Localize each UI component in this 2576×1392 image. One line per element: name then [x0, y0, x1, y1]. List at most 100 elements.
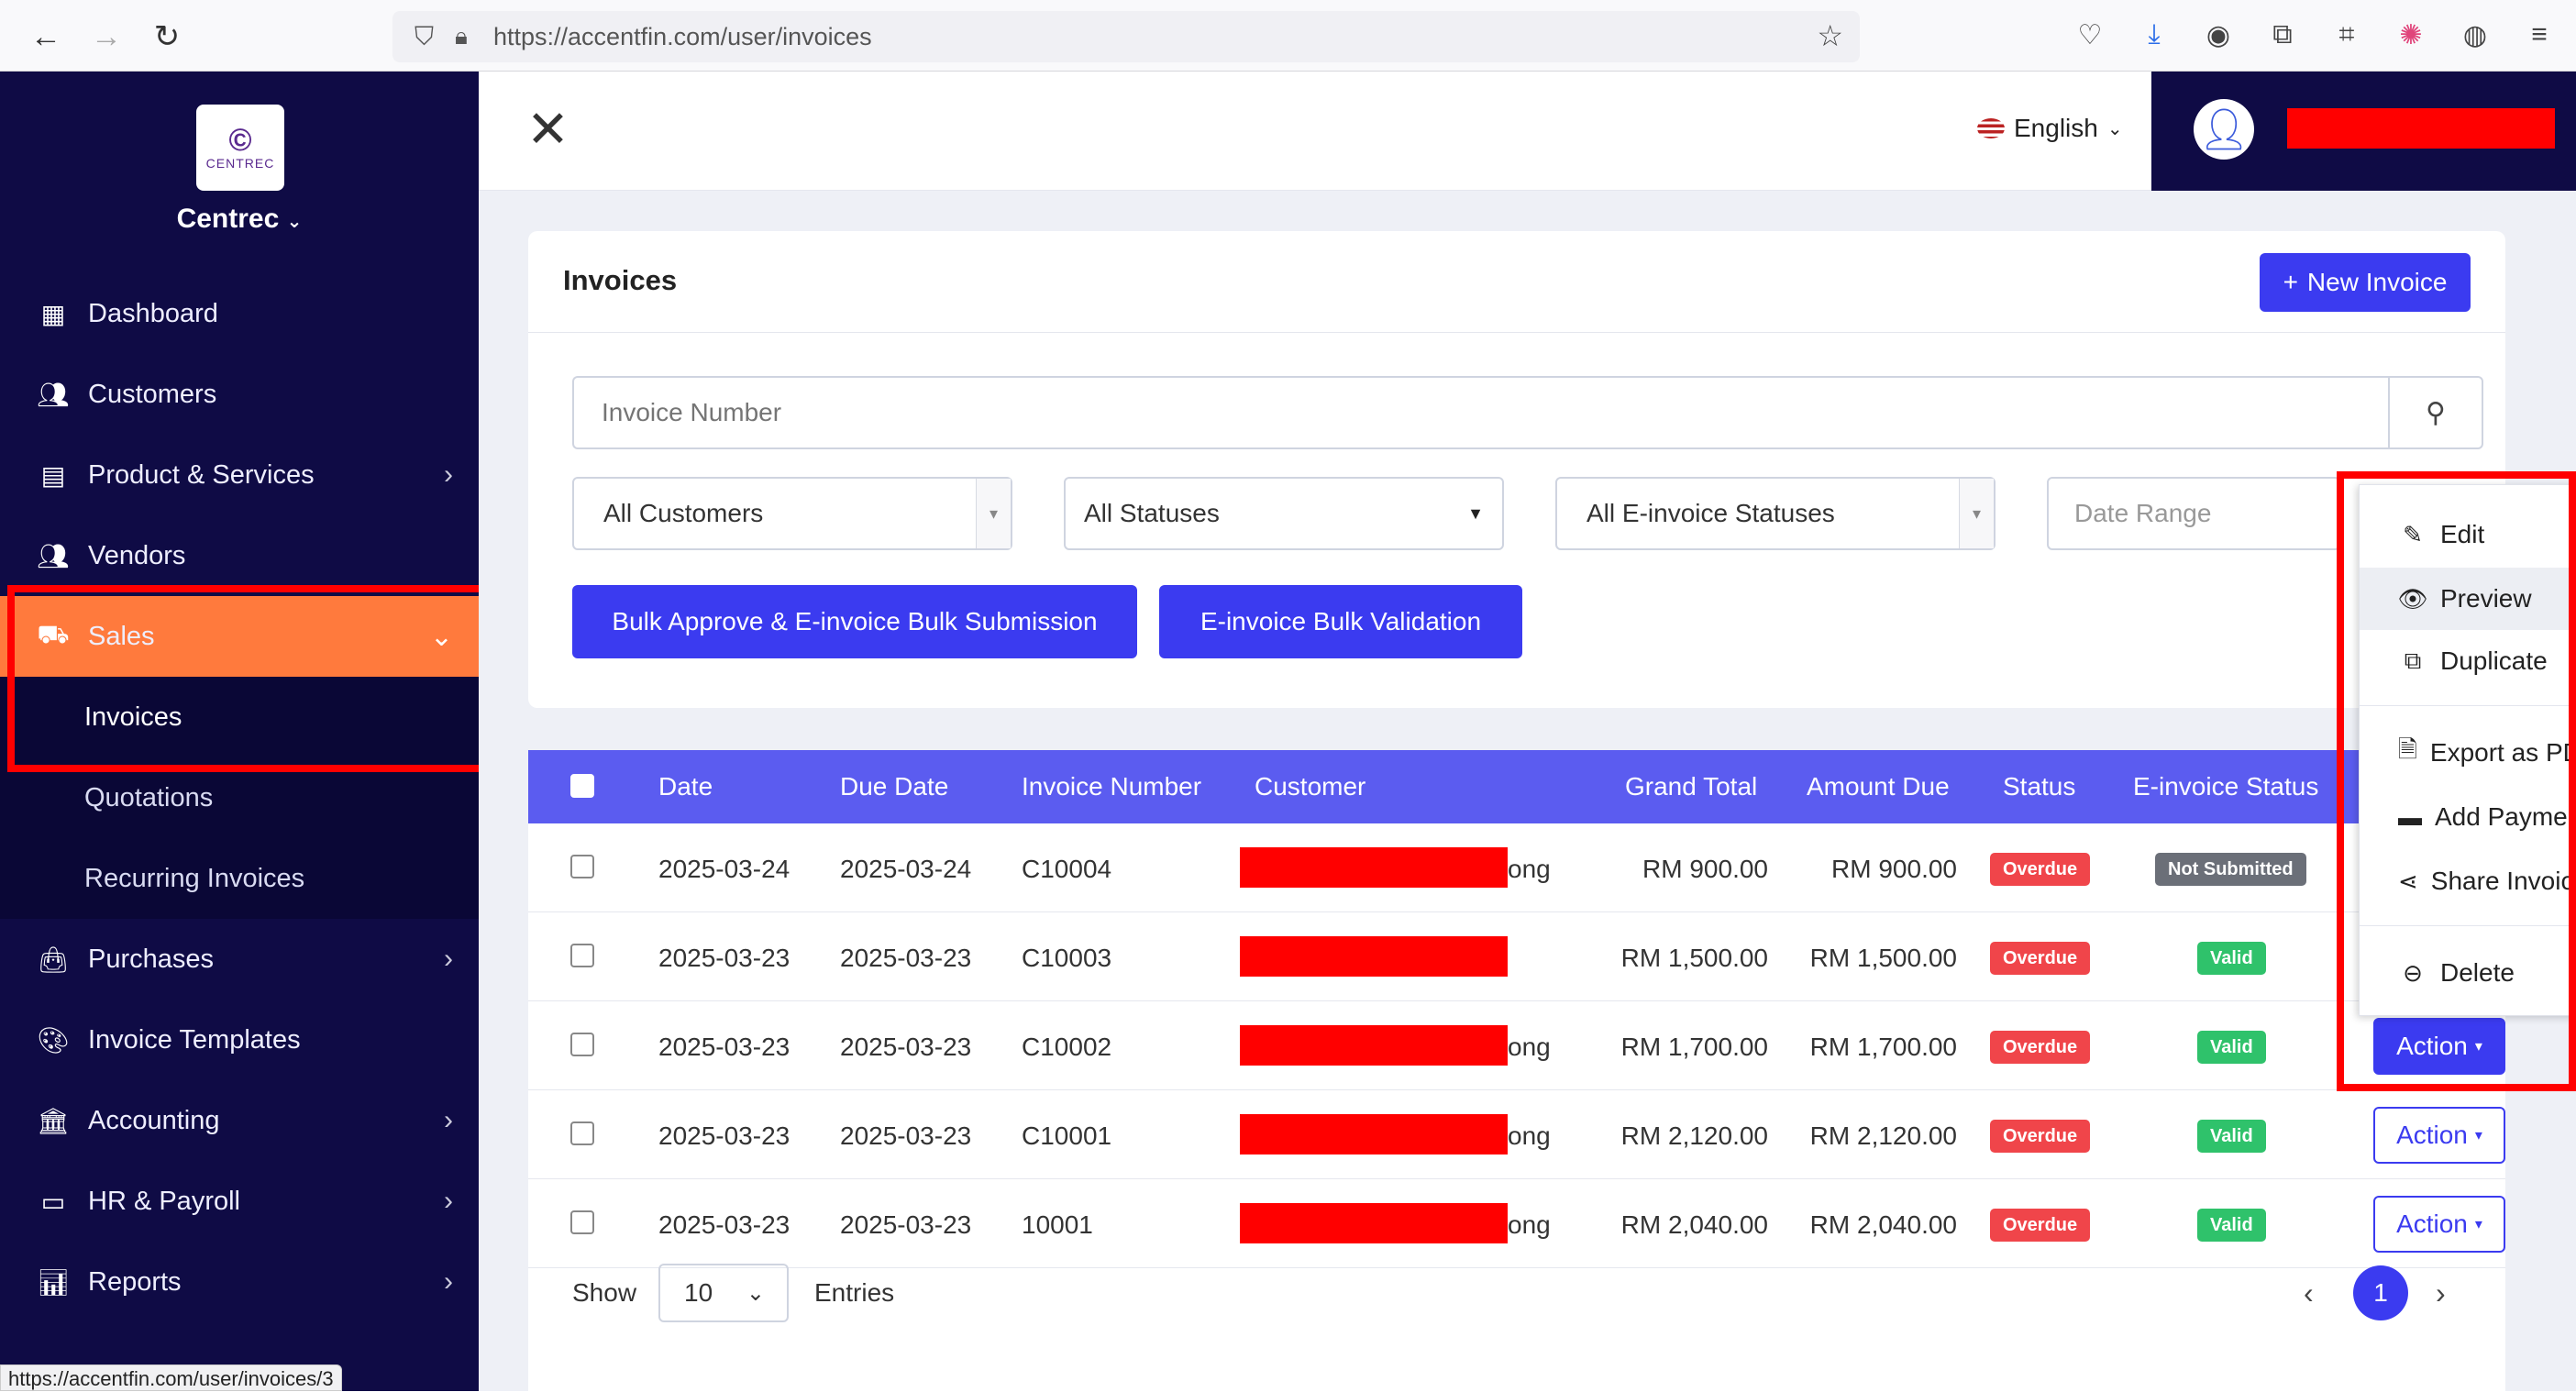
bookmark-star-icon[interactable]: ☆	[1817, 19, 1843, 52]
column-due-date[interactable]: Due Date	[840, 772, 949, 801]
sidebar-item-invoice-templates[interactable]: 🎨︎ Invoice Templates	[0, 1000, 479, 1080]
back-icon[interactable]: ←	[30, 18, 61, 54]
row-checkbox[interactable]	[570, 944, 594, 967]
chevron-right-icon: ›	[444, 459, 453, 490]
caret-down-icon: ▾	[2474, 1039, 2482, 1055]
sidebar-item-customers[interactable]: 👥︎ Customers	[0, 354, 479, 435]
plus-icon: +	[2283, 268, 2298, 296]
forward-icon[interactable]: →	[91, 18, 122, 54]
row-checkbox[interactable]	[570, 1121, 594, 1145]
download-icon[interactable]: ⤓	[2148, 19, 2161, 50]
redacted-customer-name	[1240, 847, 1508, 888]
search-button[interactable]: ⚲	[2388, 376, 2483, 449]
column-date[interactable]: Date	[658, 772, 713, 801]
caret-down-icon: ▾	[976, 479, 1011, 548]
new-invoice-button[interactable]: + New Invoice	[2260, 253, 2471, 312]
company-switcher[interactable]: Centrec ⌄	[0, 204, 479, 235]
user-menu[interactable]: 👤︎	[2151, 72, 2576, 191]
sidebar-item-hr-payroll[interactable]: ▭ HR & Payroll ›	[0, 1161, 479, 1242]
sidebar-item-dashboard[interactable]: ▦ Dashboard	[0, 273, 479, 354]
pocket-icon[interactable]: ♡	[2077, 19, 2103, 50]
cell-due-date: 2025-03-23	[840, 1033, 972, 1061]
table-row[interactable]: 2025-03-23 2025-03-23 C10001 ong RM 2,12…	[528, 1090, 2505, 1179]
menu-item-share-invoice[interactable]: ⋖ Share Invoice	[2360, 850, 2575, 912]
table-row[interactable]: 2025-03-23 2025-03-23 C10003 RM 1,500.00…	[528, 912, 2505, 1001]
crop-icon[interactable]: ⌗	[2338, 19, 2355, 50]
eye-icon: 👁︎	[2397, 584, 2428, 613]
address-bar[interactable]: ⛉ 🔒︎ https://accentfin.com/user/invoices…	[392, 11, 1860, 62]
next-page-icon[interactable]: ›	[2436, 1276, 2446, 1309]
color-wheel-icon[interactable]: ✺	[2399, 19, 2423, 50]
menu-icon[interactable]: ≡	[2531, 19, 2548, 50]
sidebar-item-reports[interactable]: 📊︎ Reports ›	[0, 1242, 479, 1322]
redacted-customer-name	[1240, 936, 1508, 977]
close-icon[interactable]: ✕	[526, 100, 569, 158]
caret-down-icon: ▾	[2474, 1217, 2482, 1232]
cell-invoice-number[interactable]: C10003	[1022, 944, 1112, 972]
bulk-validation-button[interactable]: E-invoice Bulk Validation	[1159, 585, 1522, 658]
language-selector[interactable]: English ⌄	[1977, 114, 2123, 143]
row-checkbox[interactable]	[570, 1033, 594, 1056]
einvoice-status-filter[interactable]: All E-invoice Statuses ▾	[1555, 477, 1996, 550]
cell-grand-total: RM 1,700.00	[1620, 1033, 1768, 1061]
table-row[interactable]: 2025-03-24 2025-03-24 C10004 ong RM 900.…	[528, 823, 2505, 912]
avatar[interactable]: 👤︎	[2194, 99, 2254, 160]
action-button[interactable]: Action ▾	[2373, 1196, 2505, 1253]
extensions-icon[interactable]: ⧉	[2272, 19, 2293, 50]
select-all-checkbox[interactable]	[570, 774, 594, 798]
cell-amount-due: RM 1,500.00	[1809, 944, 1957, 972]
column-amount-due[interactable]: Amount Due	[1807, 772, 1950, 801]
dashboard-icon: ▦	[40, 299, 66, 328]
menu-item-export-pdf[interactable]: 🗎 Export as PDF	[2360, 722, 2575, 784]
cell-grand-total: RM 1,500.00	[1620, 944, 1768, 972]
sidebar-item-products[interactable]: ▤ Product & Services ›	[0, 435, 479, 515]
row-checkbox[interactable]	[570, 1210, 594, 1234]
sidebar-subitem-quotations[interactable]: Quotations	[84, 782, 214, 812]
sidebar-item-sales[interactable]: ⛟ Sales ⌄	[0, 596, 479, 677]
sidebar-subitem-invoices[interactable]: Invoices	[84, 702, 182, 732]
table-row[interactable]: 2025-03-23 2025-03-23 10001 ong RM 2,040…	[528, 1179, 2505, 1268]
cell-invoice-number[interactable]: C10004	[1022, 855, 1112, 883]
account-icon[interactable]: ◉	[2206, 19, 2231, 50]
us-flag-icon	[1977, 118, 2005, 138]
status-filter[interactable]: All Statuses ▼	[1064, 477, 1504, 550]
reload-icon[interactable]: ↻	[153, 19, 181, 54]
cell-invoice-number[interactable]: C10001	[1022, 1121, 1112, 1150]
bulk-approve-button[interactable]: Bulk Approve & E-invoice Bulk Submission	[572, 585, 1137, 658]
sidebar-item-label: Accounting	[88, 1105, 220, 1135]
chart-icon: 📊︎	[37, 1267, 70, 1297]
entries-per-page-select[interactable]: 10 ⌄	[658, 1264, 789, 1322]
menu-item-duplicate[interactable]: ⧉ Duplicate	[2360, 630, 2575, 692]
menu-item-edit[interactable]: ✎ Edit	[2360, 503, 2575, 566]
column-grand-total[interactable]: Grand Total	[1625, 772, 1758, 801]
sidebar-subitem-recurring-invoices[interactable]: Recurring Invoices	[84, 863, 305, 893]
page-1-button[interactable]: 1	[2353, 1265, 2408, 1320]
date-range-input[interactable]: Date Range	[2047, 477, 2340, 550]
date-range-placeholder: Date Range	[2074, 499, 2212, 527]
customers-filter[interactable]: All Customers ▾	[572, 477, 1012, 550]
cell-invoice-number[interactable]: 10001	[1022, 1210, 1093, 1239]
column-customer[interactable]: Customer	[1255, 772, 1366, 801]
column-invoice-number[interactable]: Invoice Number	[1022, 772, 1202, 801]
column-einvoice-status[interactable]: E-invoice Status	[2133, 772, 2319, 801]
sidebar-item-vendors[interactable]: 👥︎ Vendors	[0, 515, 479, 596]
menu-item-add-payment[interactable]: ▬ Add Payment	[2360, 786, 2575, 848]
invoice-number-search-input[interactable]	[572, 376, 2388, 449]
row-checkbox[interactable]	[570, 855, 594, 878]
menu-item-delete[interactable]: ⊖ Delete	[2360, 942, 2575, 1004]
table-row[interactable]: 2025-03-23 2025-03-23 C10002 ong RM 1,70…	[528, 1001, 2505, 1090]
company-logo[interactable]: © CENTREC	[196, 105, 284, 191]
menu-item-preview[interactable]: 👁︎ Preview	[2360, 568, 2575, 630]
search-icon: ⚲	[2426, 397, 2446, 428]
file-pdf-icon: 🗎	[2398, 735, 2417, 763]
sidebar-item-purchases[interactable]: 👜︎ Purchases ›	[0, 919, 479, 1000]
copy-icon: ⧉	[2404, 646, 2422, 674]
action-button[interactable]: Action ▾	[2373, 1107, 2505, 1164]
cell-date: 2025-03-23	[658, 1210, 790, 1239]
globe-icon[interactable]: ◍	[2462, 19, 2488, 50]
previous-page-icon[interactable]: ‹	[2304, 1276, 2314, 1309]
cell-invoice-number[interactable]: C10002	[1022, 1033, 1112, 1061]
sidebar-item-accounting[interactable]: 🏛︎ Accounting ›	[0, 1080, 479, 1161]
action-button[interactable]: Action ▾	[2373, 1018, 2505, 1075]
column-status[interactable]: Status	[2003, 772, 2076, 801]
